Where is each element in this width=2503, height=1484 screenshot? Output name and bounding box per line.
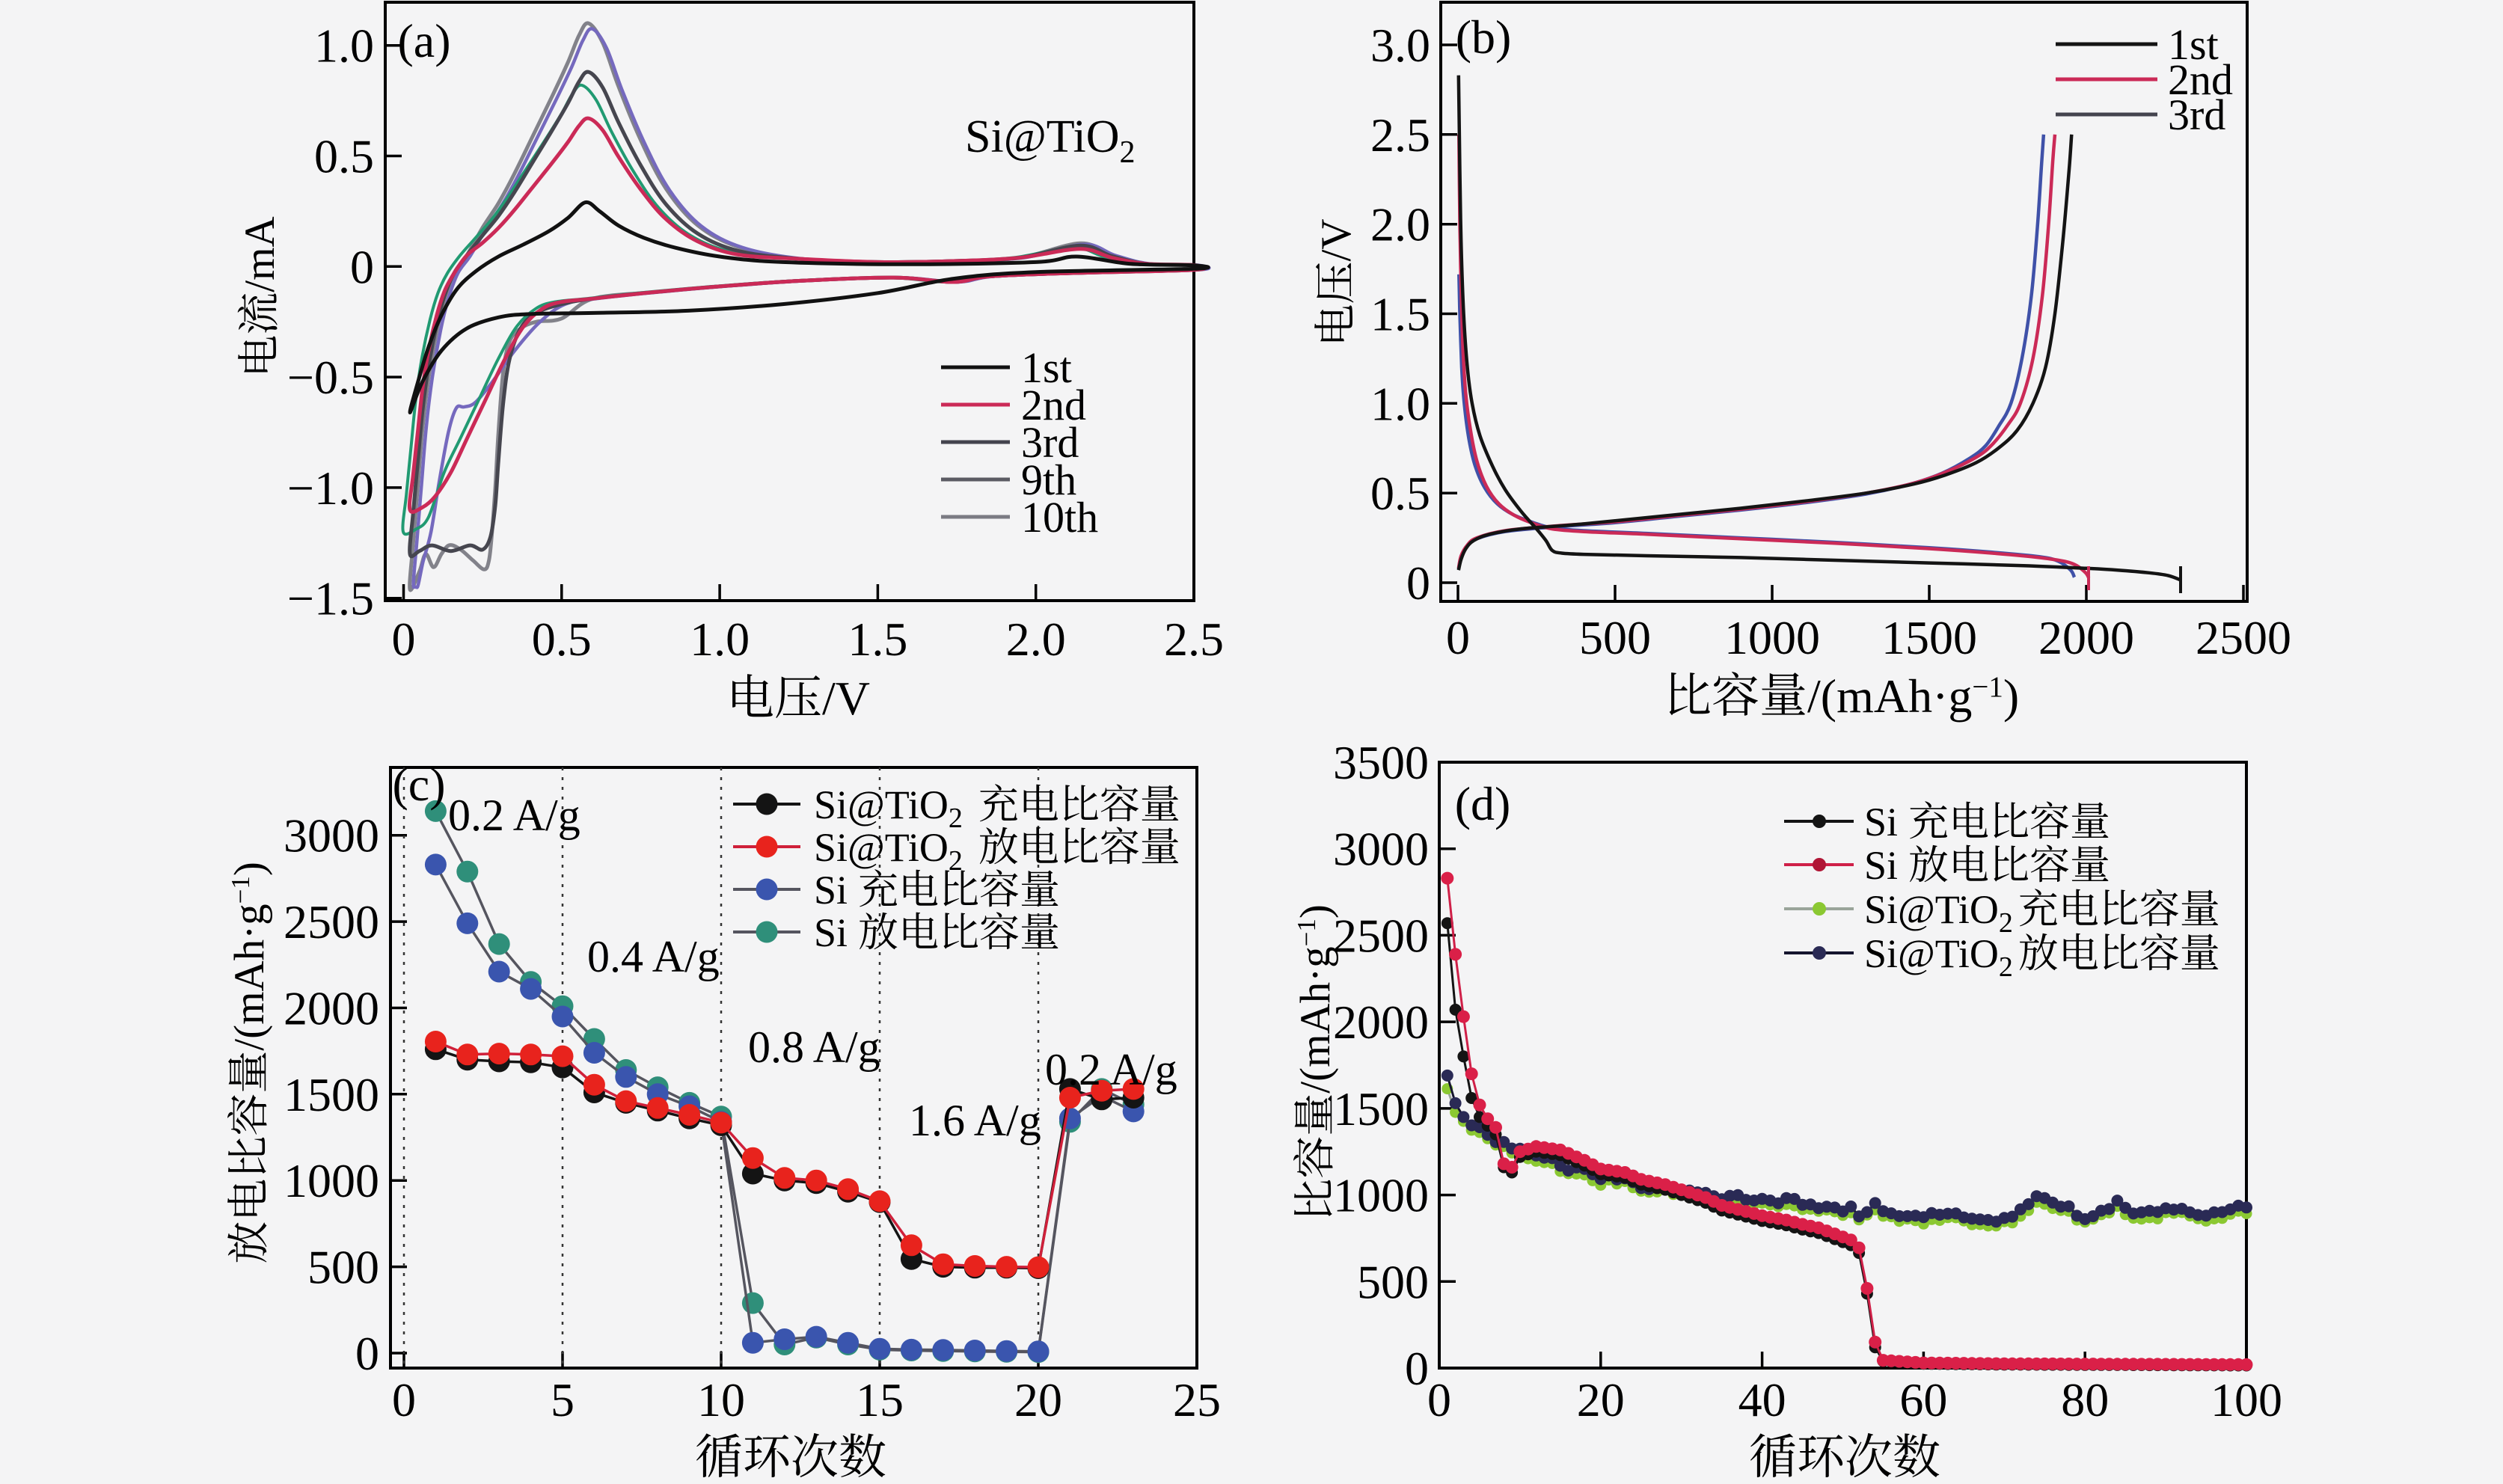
svg-text:20: 20	[1014, 1373, 1062, 1426]
svg-text:80: 80	[2061, 1373, 2109, 1426]
svg-text:100: 100	[2211, 1373, 2282, 1426]
svg-text:3.0: 3.0	[1370, 19, 1430, 72]
svg-text:−1.0: −1.0	[287, 462, 374, 515]
svg-text:0.5: 0.5	[532, 613, 592, 666]
svg-text:2000: 2000	[1333, 996, 1429, 1049]
svg-text:3rd: 3rd	[2168, 91, 2225, 139]
svg-text:(c): (c)	[392, 758, 445, 811]
svg-text:Si: Si	[814, 868, 848, 913]
svg-text:2.5: 2.5	[1164, 613, 1224, 666]
svg-text:2.0: 2.0	[1370, 198, 1430, 251]
svg-text:Si: Si	[814, 910, 848, 955]
svg-text:1.6 A/g: 1.6 A/g	[909, 1096, 1041, 1145]
svg-text:1st: 1st	[1021, 343, 1072, 392]
svg-text:0.2 A/g: 0.2 A/g	[448, 791, 580, 840]
svg-text:1000: 1000	[1333, 1169, 1429, 1222]
svg-text:1.0: 1.0	[690, 613, 750, 666]
svg-text:9th: 9th	[1021, 456, 1076, 504]
svg-text:/mA: /mA	[236, 216, 284, 292]
svg-text:40: 40	[1738, 1373, 1786, 1426]
svg-text:1000: 1000	[1724, 611, 1820, 664]
svg-text:2nd: 2nd	[1021, 381, 1086, 429]
svg-text:1.0: 1.0	[1370, 377, 1430, 430]
svg-text:Si@TiO2: Si@TiO2	[1864, 931, 2013, 983]
svg-text:2500: 2500	[284, 895, 379, 948]
svg-text:0.5: 0.5	[1370, 467, 1430, 520]
svg-text:1500: 1500	[1881, 611, 1977, 664]
svg-text:Si@TiO2: Si@TiO2	[965, 111, 1136, 170]
svg-text:−1.5: −1.5	[287, 572, 374, 625]
svg-text:15: 15	[856, 1373, 904, 1426]
svg-text:/V: /V	[1313, 219, 1360, 262]
svg-text:1500: 1500	[1333, 1082, 1429, 1135]
svg-text:2000: 2000	[284, 982, 379, 1035]
svg-text:2.0: 2.0	[1006, 613, 1066, 666]
svg-text:Si@TiO2: Si@TiO2	[1864, 887, 2013, 939]
svg-text:10th: 10th	[1021, 493, 1098, 542]
svg-text:0: 0	[355, 1327, 379, 1380]
svg-text:1000: 1000	[284, 1154, 379, 1207]
svg-text:500: 500	[307, 1241, 379, 1294]
svg-text:500: 500	[1357, 1255, 1429, 1308]
svg-text:0: 0	[392, 1373, 416, 1426]
svg-text:2.5: 2.5	[1370, 108, 1430, 162]
svg-text:3500: 3500	[1333, 736, 1429, 789]
svg-text:2nd: 2nd	[2168, 55, 2233, 104]
svg-text:3rd: 3rd	[1021, 418, 1079, 467]
svg-text:Si: Si	[1864, 800, 1898, 844]
svg-text:Si@TiO2: Si@TiO2	[814, 825, 963, 877]
svg-text:1.5: 1.5	[1370, 288, 1430, 341]
svg-text:0: 0	[1406, 556, 1430, 610]
svg-text:60: 60	[1899, 1373, 1947, 1426]
svg-text:500: 500	[1579, 611, 1651, 664]
svg-text:−0.5: −0.5	[287, 351, 374, 404]
svg-text:1st: 1st	[2168, 20, 2219, 69]
svg-text:0: 0	[1427, 1373, 1451, 1426]
svg-text:10: 10	[697, 1373, 745, 1426]
svg-text:(b): (b)	[1456, 10, 1512, 64]
svg-text:0.8 A/g: 0.8 A/g	[748, 1022, 880, 1072]
svg-text:0: 0	[350, 240, 374, 293]
svg-text:Si@TiO2: Si@TiO2	[814, 782, 963, 834]
svg-text:1500: 1500	[284, 1068, 379, 1121]
svg-text:(a): (a)	[397, 14, 450, 67]
svg-text:Si: Si	[1864, 843, 1898, 888]
svg-text:2500: 2500	[1333, 909, 1429, 962]
svg-text:1.0: 1.0	[314, 19, 374, 73]
svg-text:25: 25	[1173, 1373, 1221, 1426]
svg-text:0: 0	[1446, 611, 1470, 664]
svg-text:0: 0	[1405, 1342, 1429, 1395]
svg-text:3000: 3000	[1333, 823, 1429, 876]
svg-text:20: 20	[1577, 1373, 1625, 1426]
svg-text:0: 0	[392, 613, 416, 666]
svg-text:1.5: 1.5	[848, 613, 907, 666]
svg-text:0.2 A/g: 0.2 A/g	[1045, 1045, 1177, 1094]
svg-text:0.5: 0.5	[314, 130, 374, 183]
svg-text:5: 5	[551, 1373, 575, 1426]
svg-text:3000: 3000	[284, 809, 379, 862]
svg-text:/V: /V	[822, 672, 870, 725]
svg-text:2000: 2000	[2038, 611, 2134, 664]
svg-text:(d): (d)	[1455, 777, 1511, 830]
svg-text:0.4 A/g: 0.4 A/g	[587, 932, 720, 981]
svg-text:2500: 2500	[2196, 611, 2291, 664]
